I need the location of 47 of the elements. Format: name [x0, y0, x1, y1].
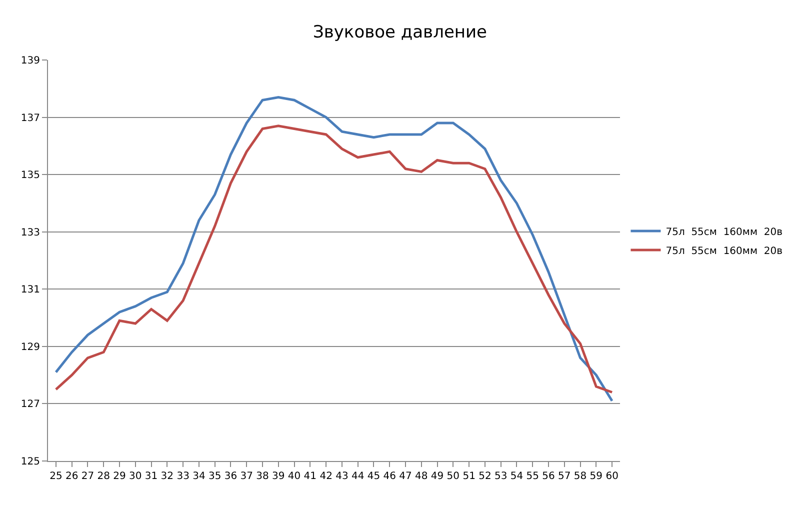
x-tick-label: 55 — [526, 471, 539, 482]
x-tick-label: 47 — [399, 471, 412, 482]
x-tick-label: 33 — [176, 471, 190, 482]
x-tick-label: 46 — [383, 471, 396, 482]
y-tick-label: 127 — [20, 399, 40, 410]
x-tick-label: 52 — [478, 471, 492, 482]
x-tick-label: 42 — [320, 471, 332, 482]
x-tick-label: 38 — [256, 471, 269, 482]
x-tick-label: 50 — [446, 471, 460, 482]
x-tick-label: 45 — [367, 471, 380, 482]
y-tick-label: 131 — [20, 284, 40, 296]
x-tick-label: 27 — [81, 471, 94, 482]
x-tick-label: 32 — [160, 471, 174, 482]
x-tick-label: 40 — [288, 471, 301, 482]
x-tick-label: 44 — [351, 471, 364, 482]
x-tick-label: 41 — [304, 471, 317, 482]
x-tick-label: 25 — [50, 471, 62, 482]
x-tick-label: 34 — [192, 471, 206, 482]
x-tick-label: 29 — [113, 471, 126, 482]
x-tick-label: 28 — [97, 471, 110, 482]
y-tick-label: 135 — [20, 170, 40, 182]
x-tick-label: 39 — [272, 471, 285, 482]
x-tick-label: 51 — [462, 471, 476, 482]
x-tick-label: 53 — [494, 471, 508, 482]
y-tick-label: 129 — [20, 342, 40, 353]
y-tick-label: 137 — [20, 112, 40, 124]
x-tick-label: 37 — [240, 471, 253, 482]
y-tick-label: 125 — [20, 456, 40, 468]
legend-label: 75л 55см 160мм 20в — [666, 246, 783, 257]
x-tick-label: 49 — [430, 471, 444, 482]
x-tick-label: 56 — [542, 471, 555, 482]
x-tick-label: 26 — [65, 471, 78, 482]
x-tick-label: 60 — [606, 471, 618, 482]
x-tick-label: 57 — [558, 471, 571, 482]
x-tick-label: 31 — [144, 471, 158, 482]
chart-title: Звуковое давление — [312, 22, 488, 43]
x-tick-label: 35 — [208, 471, 222, 482]
x-tick-label: 48 — [415, 471, 428, 482]
y-tick-label: 133 — [20, 227, 40, 238]
legend-label: 75л 55см 160мм 20в — [666, 226, 783, 238]
x-tick-label: 30 — [129, 471, 142, 482]
x-tick-label: 58 — [574, 471, 587, 482]
x-tick-label: 36 — [224, 471, 238, 482]
x-tick-label: 54 — [510, 471, 524, 482]
y-tick-label: 139 — [20, 56, 40, 66]
x-tick-label: 43 — [336, 471, 348, 482]
x-tick-label: 59 — [590, 471, 603, 482]
